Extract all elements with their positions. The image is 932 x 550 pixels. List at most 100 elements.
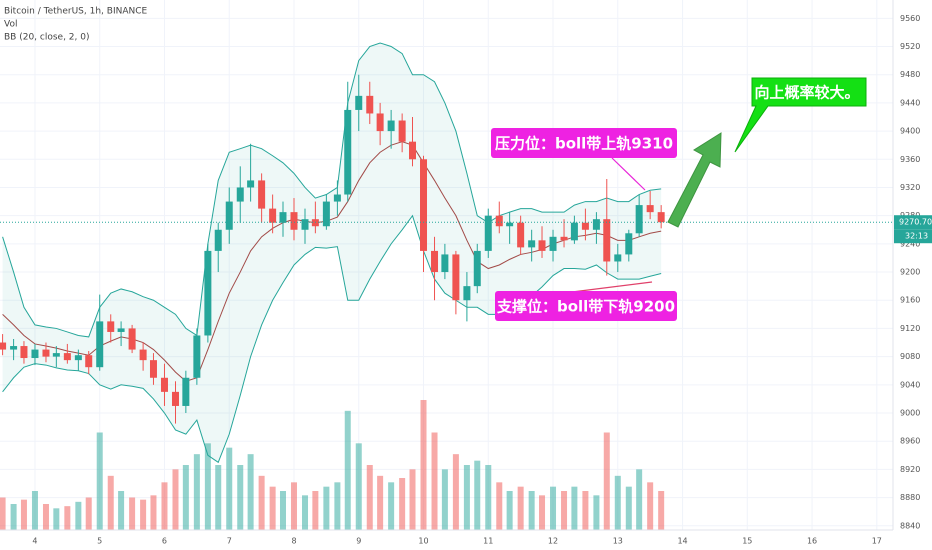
candle-body: [463, 286, 471, 301]
annotation-text: 支撑位：boll带下轨9200: [496, 298, 675, 316]
candle-body: [225, 201, 233, 230]
volume-bar: [441, 469, 448, 530]
volume-bar: [182, 465, 189, 530]
x-tick-label: 17: [872, 537, 882, 546]
volume-bar: [237, 465, 244, 530]
volume-bar: [647, 482, 654, 530]
callout-box: [734, 77, 867, 153]
candle-body: [581, 222, 589, 230]
candle-body: [441, 254, 449, 273]
volume-bar: [463, 465, 470, 530]
y-tick-label: 9560: [900, 14, 920, 23]
volume-bar: [603, 432, 610, 530]
y-tick-label: 9120: [900, 324, 920, 333]
volume-bar: [366, 465, 373, 530]
candle-body: [214, 229, 222, 251]
candle-body: [0, 342, 7, 350]
candle-body: [614, 254, 622, 262]
volume-bar: [636, 469, 643, 530]
x-tick-label: 6: [162, 537, 167, 546]
volume-bar: [485, 465, 492, 530]
y-tick-label: 9200: [900, 268, 920, 277]
volume-bar: [312, 491, 319, 530]
volume-bar: [31, 491, 38, 530]
volume-bar: [323, 486, 330, 530]
volume-bar: [593, 495, 600, 530]
x-tick-label: 9: [356, 537, 361, 546]
volume-bar: [474, 460, 481, 530]
y-tick-label: 8880: [900, 493, 920, 502]
candle-body: [258, 180, 266, 209]
volume-bar: [75, 501, 82, 530]
volume-bar: [658, 491, 665, 530]
y-tick-label: 9480: [900, 70, 920, 79]
chart-title: Bitcoin / TetherUS, 1h, BINANCE: [4, 7, 148, 17]
candle-body: [366, 95, 374, 114]
candle-body: [603, 219, 611, 262]
volume-bar: [279, 491, 286, 530]
x-tick-label: 15: [742, 537, 752, 546]
candle-body: [409, 141, 417, 160]
candle-body: [107, 321, 115, 332]
candle-body: [74, 355, 82, 361]
y-tick-label: 9400: [900, 127, 920, 136]
volume-bar: [355, 443, 362, 530]
up-arrow: [667, 132, 722, 228]
x-tick-label: 8: [291, 537, 296, 546]
y-tick-label: 8920: [900, 465, 920, 474]
x-tick-label: 7: [227, 537, 232, 546]
candle-body: [495, 215, 503, 227]
volume-bar: [399, 478, 406, 530]
volume-bar: [258, 475, 265, 530]
candle-body: [431, 250, 439, 273]
volume-bar: [571, 486, 578, 530]
candle-body: [182, 377, 190, 406]
y-tick-label: 9240: [900, 239, 920, 248]
candle-body: [322, 201, 330, 227]
volume-bar: [431, 432, 438, 530]
candle-body: [236, 187, 244, 202]
volume-bar: [420, 400, 427, 530]
volume-bar: [150, 495, 157, 530]
volume-bar: [226, 447, 233, 530]
band-fill: [2, 42, 662, 463]
volume-bar: [561, 491, 568, 530]
candle-body: [247, 180, 255, 188]
volume-bar: [302, 495, 309, 530]
x-tick-label: 16: [807, 537, 817, 546]
y-tick-label: 9080: [900, 352, 920, 361]
volume-bar: [409, 469, 416, 530]
volume-bar: [539, 495, 546, 530]
volume-bar: [290, 482, 297, 530]
annotation-text: 压力位：boll带上轨9310: [495, 135, 673, 153]
candle-body: [333, 194, 341, 202]
y-tick-label: 9040: [900, 380, 920, 389]
candle-body: [301, 219, 309, 230]
candle-body: [344, 109, 352, 195]
annotation-box: [495, 291, 677, 321]
candle-body: [20, 346, 28, 359]
candle-body: [52, 353, 60, 357]
candle-body: [646, 205, 654, 213]
candle-body: [657, 212, 665, 223]
volume-bar: [64, 506, 71, 530]
candle-body: [517, 222, 525, 248]
volume-bar: [215, 465, 222, 530]
y-tick-label: 8960: [900, 437, 920, 446]
volume-bar: [107, 475, 114, 530]
y-tick-label: 8840: [900, 521, 920, 530]
candle-body: [63, 353, 71, 361]
volume-bar: [129, 497, 136, 530]
volume-bar: [269, 486, 276, 530]
last-price-label: 9270.70: [899, 218, 932, 227]
countdown-tag: [894, 229, 932, 244]
candle-body: [549, 236, 557, 251]
last-price-tag: [894, 215, 932, 230]
volume-label: Vol: [4, 20, 17, 30]
volume-bar: [517, 486, 524, 530]
candle-body: [10, 346, 18, 350]
volume-bar: [53, 508, 60, 530]
y-tick-label: 9440: [900, 98, 920, 107]
candle-body: [506, 222, 514, 227]
